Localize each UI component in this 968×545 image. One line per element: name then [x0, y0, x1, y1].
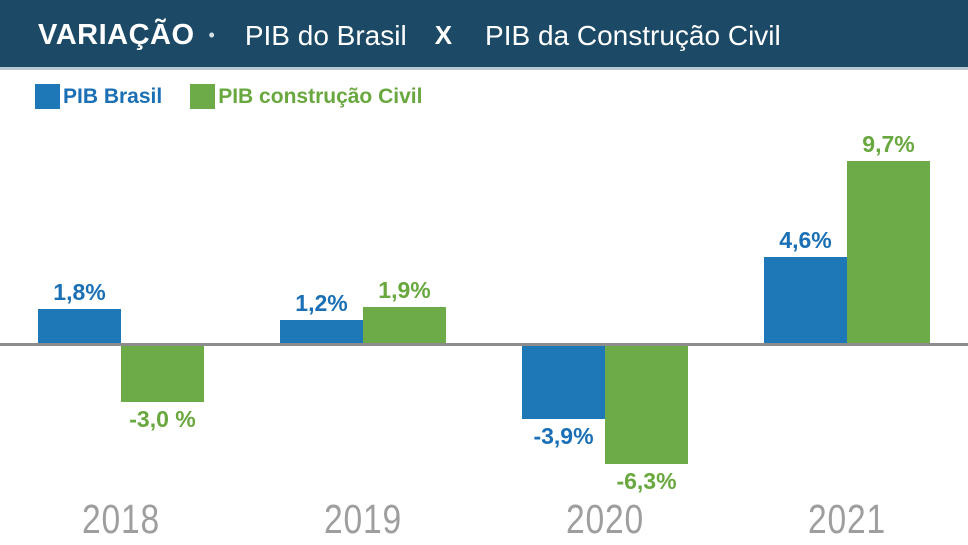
legend-item-pib-brasil: PIB Brasil	[35, 84, 162, 109]
x-tick-label-2021: 2021	[807, 496, 887, 542]
bar-value-label-pib-brasil-2021: 4,6%	[779, 226, 832, 253]
bar-value-label-pib-brasil-2019: 1,2%	[295, 290, 348, 317]
bar-pib-brasil-2020	[522, 346, 605, 420]
bar-group-2018: 1,8% -3,0 % 2018	[0, 0, 242, 545]
bar-value-label-pib-brasil-2018: 1,8%	[53, 279, 106, 306]
x-tick-label-2020: 2020	[565, 496, 645, 542]
legend-swatch-pib-construcao-civil	[190, 84, 216, 109]
bar-pib-brasil-2018	[38, 309, 121, 343]
bar-group-2020: -3,9% -6,3% 2020	[484, 0, 726, 545]
bar-pib-brasil-2019	[280, 320, 363, 343]
bar-group-2019: 1,2% 1,9% 2019	[242, 0, 484, 545]
bar-value-label-pib-brasil-2020: -3,9%	[533, 423, 594, 450]
bar-pib-construcao-civil-2021	[847, 160, 930, 343]
bar-value-label-pib-construcao-civil-2018: -3,0 %	[129, 406, 196, 433]
x-tick-label-2019: 2019	[323, 496, 403, 542]
x-axis-line	[0, 343, 968, 346]
title-pib-brasil: PIB do Brasil	[244, 19, 407, 51]
legend-label-pib-brasil: PIB Brasil	[63, 85, 163, 108]
bar-pib-construcao-civil-2018	[121, 346, 204, 403]
bar-pib-construcao-civil-2019	[363, 307, 446, 343]
bar-value-label-pib-construcao-civil-2021: 9,7%	[862, 130, 915, 157]
bar-group-2021: 4,6% 9,7% 2021	[726, 0, 968, 545]
legend: PIB Brasil PIB construção Civil	[35, 84, 422, 109]
x-tick-label-2018: 2018	[81, 496, 161, 542]
legend-swatch-pib-brasil	[35, 84, 60, 109]
legend-item-pib-construcao-civil: PIB construção Civil	[190, 84, 422, 109]
bar-pib-construcao-civil-2020	[605, 346, 688, 465]
bullet-separator-icon: •	[208, 25, 215, 45]
bar-pib-brasil-2021	[764, 256, 847, 343]
header-banner: VARIAÇÃO • PIB do Brasil X PIB da Constr…	[0, 0, 968, 70]
bar-value-label-pib-construcao-civil-2019: 1,9%	[378, 277, 431, 304]
title-pib-construcao-civil: PIB da Construção Civil	[485, 19, 781, 51]
title-variacao: VARIAÇÃO	[38, 19, 195, 51]
title-versus: X	[434, 20, 453, 50]
bar-value-label-pib-construcao-civil-2020: -6,3%	[616, 468, 677, 495]
legend-label-pib-construcao-civil: PIB construção Civil	[218, 85, 423, 108]
